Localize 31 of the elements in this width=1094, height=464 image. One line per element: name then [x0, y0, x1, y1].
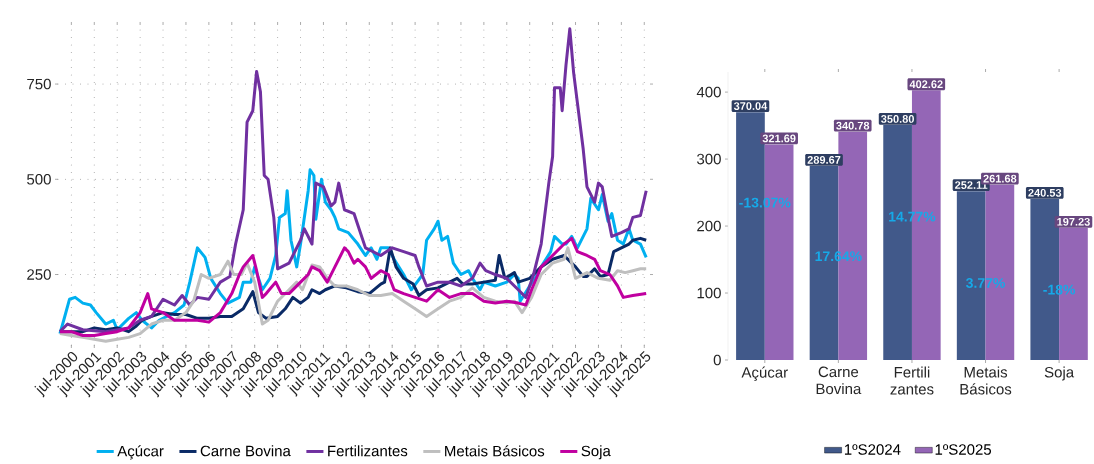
data-label: 370.04	[733, 102, 768, 110]
x-tick-label: Soja	[1044, 366, 1075, 381]
data-label: 261.68	[983, 174, 1017, 183]
x-tick-label: Fertili zantes	[890, 366, 934, 395]
y-tick-label: 200	[697, 220, 721, 232]
data-label: 240.53	[1028, 188, 1062, 197]
x-tick-label: Açúcar	[741, 366, 788, 381]
legend-label: Carne Bovina	[200, 445, 291, 457]
legend-label: 1ºS2025	[935, 444, 992, 455]
y-tick-label: 300	[697, 153, 721, 165]
data-label: 321.69	[762, 134, 796, 143]
legend-label: Metais Básicos	[445, 445, 545, 457]
y-tick-label: 400	[696, 86, 721, 98]
legend-label: Soja	[581, 445, 611, 460]
x-tick-label: Metais Básicos	[960, 366, 1012, 395]
y-tick-label: 250	[27, 269, 51, 280]
y-tick-label: 100	[697, 287, 721, 299]
data-label: 340.78	[836, 121, 870, 130]
legend-label: 1ºS2024	[844, 444, 901, 455]
data-label: 197.23	[1057, 217, 1090, 226]
y-tick-label: 750	[27, 78, 51, 90]
data-label: 350.80	[881, 115, 914, 123]
legend-label: Açúcar	[117, 445, 164, 460]
data-label: 402.62	[909, 80, 943, 89]
annotation: -18%	[1043, 284, 1076, 295]
line-series	[58, 27, 648, 334]
legend-label: Fertilizantes	[328, 445, 408, 457]
y-tick-label: 500	[27, 173, 51, 185]
x-tick-label: Carne Bovina	[816, 366, 862, 395]
y-tick-label: 0	[713, 354, 721, 366]
data-label: 289.67	[807, 156, 841, 164]
